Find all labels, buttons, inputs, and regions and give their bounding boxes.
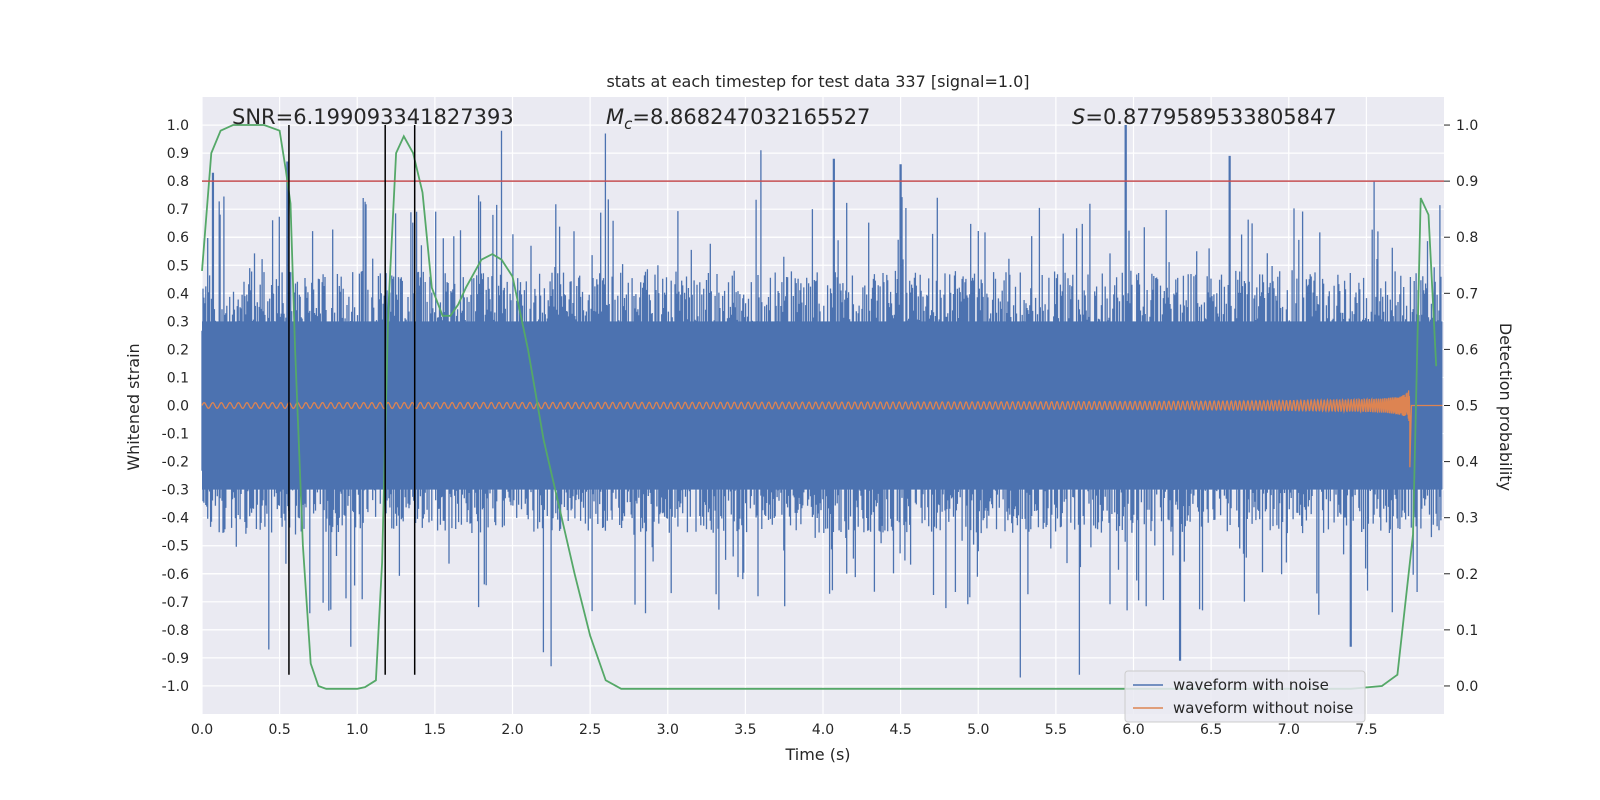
x-tick-label: 4.0	[812, 722, 834, 738]
s-symbol: S	[1072, 105, 1085, 129]
y-tick-label: 0.1	[167, 370, 189, 386]
y-tick-label: -0.2	[162, 455, 189, 471]
legend-label-clean: waveform without noise	[1173, 699, 1353, 717]
y2-tick-label: 0.2	[1456, 567, 1478, 583]
y2-axis-ticks: 1.0 0.9 0.8 0.7 0.6 0.5 0.4 0.3 0.2 0.1 0.0	[1444, 118, 1478, 695]
y-tick-label: -0.3	[162, 483, 189, 499]
x-tick-label: 4.5	[889, 722, 911, 738]
mc-subscript: c	[624, 115, 633, 133]
legend-box	[1124, 670, 1366, 723]
y2-tick-label: 1.0	[1456, 118, 1478, 134]
y2-tick-label: 0.5	[1456, 399, 1478, 415]
score-annotation: S=0.8779589533805847	[1072, 105, 1337, 129]
y-tick-label: 0.2	[167, 342, 189, 358]
series-detection-probability	[201, 124, 1438, 690]
y-tick-label: -0.6	[162, 567, 189, 583]
y-tick-label: 0.0	[167, 399, 189, 415]
x-tick-label: 5.0	[967, 722, 989, 738]
series-waveform-with-noise	[201, 125, 1443, 678]
y2-tick-label: 0.0	[1456, 679, 1478, 695]
x-tick-label: 0.5	[268, 722, 290, 738]
snr-annotation: SNR=6.199093341827393	[232, 105, 514, 129]
y2-tick-label: 0.1	[1456, 623, 1478, 639]
legend-label-noise: waveform with noise	[1173, 676, 1329, 694]
x-tick-label: 2.5	[579, 722, 601, 738]
y-axis-label: Whitened strain	[124, 343, 143, 470]
y-tick-label: -0.8	[162, 623, 189, 639]
y2-axis-label: Detection probability	[1496, 323, 1515, 491]
x-tick-label: 2.0	[501, 722, 523, 738]
y2-tick-label: 0.8	[1456, 230, 1478, 246]
x-tick-label: 7.5	[1355, 722, 1377, 738]
clean-waveform-line	[201, 390, 1443, 468]
series-waveform-without-noise	[201, 390, 1443, 468]
legend: waveform with noise waveform without noi…	[1124, 670, 1366, 723]
x-axis-ticks: 0.0 0.5 1.0 1.5 2.0 2.5 3.0 3.5 4.0 4.5 5.0 5.5 6.0 6…	[191, 722, 1378, 738]
chirp-mass-annotation: Mc=8.868247032165527	[606, 105, 870, 133]
y2-tick-label: 0.9	[1456, 174, 1478, 190]
x-axis-label: Time (s)	[784, 745, 850, 764]
s-value: =0.8779589533805847	[1085, 105, 1336, 129]
y-tick-label: -0.9	[162, 651, 189, 667]
y-tick-label: 0.4	[167, 286, 189, 302]
noise-waveform-band	[202, 321, 1443, 490]
x-tick-label: 7.0	[1278, 722, 1300, 738]
y-tick-label: 0.3	[167, 314, 189, 330]
y-tick-label: -0.1	[162, 427, 189, 443]
x-tick-label: 6.0	[1122, 722, 1144, 738]
y-axis-ticks: 1.0 0.9 0.8 0.7 0.6 0.5 0.4 0.3 0.2 0.1 0.0 -0.1 -0.…	[162, 118, 189, 695]
y-tick-label: 1.0	[167, 118, 189, 134]
y2-tick-label: 0.4	[1456, 455, 1478, 471]
y-tick-label: -0.7	[162, 595, 189, 611]
mc-value: =8.868247032165527	[632, 105, 870, 129]
y2-tick-label: 0.6	[1456, 342, 1478, 358]
y-tick-label: 0.5	[167, 258, 189, 274]
y2-tick-label: 0.7	[1456, 286, 1478, 302]
mc-symbol: M	[606, 105, 624, 129]
y-tick-label: 0.9	[167, 146, 189, 162]
x-tick-label: 5.5	[1045, 722, 1067, 738]
y-tick-label: 0.6	[167, 230, 189, 246]
x-tick-label: 3.0	[657, 722, 679, 738]
y-tick-label: 0.7	[167, 202, 189, 218]
x-tick-label: 1.0	[346, 722, 368, 738]
chart-title: stats at each timestep for test data 337…	[606, 72, 1029, 91]
detection-probability-line	[201, 124, 1438, 690]
y-tick-label: -0.4	[162, 511, 189, 527]
y-tick-label: -0.5	[162, 539, 189, 555]
x-tick-label: 1.5	[424, 722, 446, 738]
y-tick-label: 0.8	[167, 174, 189, 190]
x-tick-label: 3.5	[734, 722, 756, 738]
x-tick-label: 0.0	[191, 722, 213, 738]
vertical-markers	[202, 125, 1444, 675]
y2-tick-label: 0.3	[1456, 511, 1478, 527]
y-tick-label: -1.0	[162, 679, 189, 695]
x-tick-label: 6.5	[1200, 722, 1222, 738]
